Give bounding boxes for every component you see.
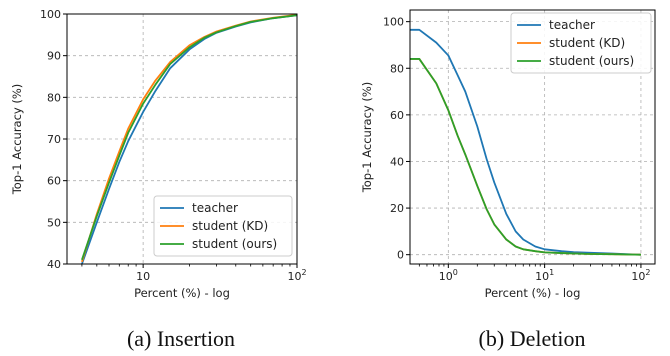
y-tick-label: 0 (397, 249, 404, 262)
x-tick-label: 101 (535, 268, 554, 283)
series-line-student-ours (410, 58, 641, 256)
x-tick-label: 102 (287, 268, 306, 283)
legend-box (510, 12, 652, 74)
y-tick-label: 40 (390, 155, 404, 168)
legend-label: student (ours) (549, 54, 634, 68)
legend: teacher student (KD) student (ours) (510, 12, 652, 74)
legend: teacher student (KD) student (ours) (153, 195, 293, 257)
legend-box (153, 195, 293, 257)
x-axis-label: Percent (%) - log (485, 286, 581, 300)
y-tick-label: 70 (47, 133, 61, 146)
series-line-teacher (410, 28, 641, 256)
y-tick-label: 100 (40, 8, 61, 21)
legend-label: teacher (192, 201, 238, 215)
y-tick-label: 60 (390, 109, 404, 122)
y-tick-label: 80 (47, 91, 61, 104)
legend-label: teacher (549, 18, 595, 32)
y-axis-label: Top-1 Accuracy (%) (360, 82, 374, 194)
panel-caption: (a) Insertion (127, 326, 235, 351)
x-tick-label: 10 (136, 270, 150, 283)
deletion-panel: 0 20 40 60 80 100 100 101 102 Percent (%) - log To… (360, 9, 656, 351)
x-axis-label: Percent (%) - log (134, 286, 230, 300)
series-line-student-kd (410, 58, 641, 256)
y-tick-label: 50 (47, 216, 61, 229)
series-line-student-ours (81, 14, 298, 261)
legend-label: student (KD) (549, 36, 625, 50)
y-tick-label: 20 (390, 202, 404, 215)
y-tick-label: 80 (390, 62, 404, 75)
y-tick-label: 90 (47, 50, 61, 63)
y-tick-label: 40 (47, 258, 61, 271)
legend-label: student (KD) (192, 219, 268, 233)
insertion-panel: 40 50 60 70 80 90 100 10 102 Percent (%) - log Top… (10, 8, 307, 351)
x-tick-label: 102 (631, 268, 650, 283)
y-axis-label: Top-1 Accuracy (%) (10, 84, 24, 196)
legend-label: student (ours) (192, 237, 277, 251)
panel-caption: (b) Deletion (479, 326, 586, 351)
plot-frame (409, 9, 656, 265)
y-tick-label: 60 (47, 175, 61, 188)
x-tick-label: 100 (439, 268, 458, 283)
y-tick-label: 100 (383, 16, 404, 29)
